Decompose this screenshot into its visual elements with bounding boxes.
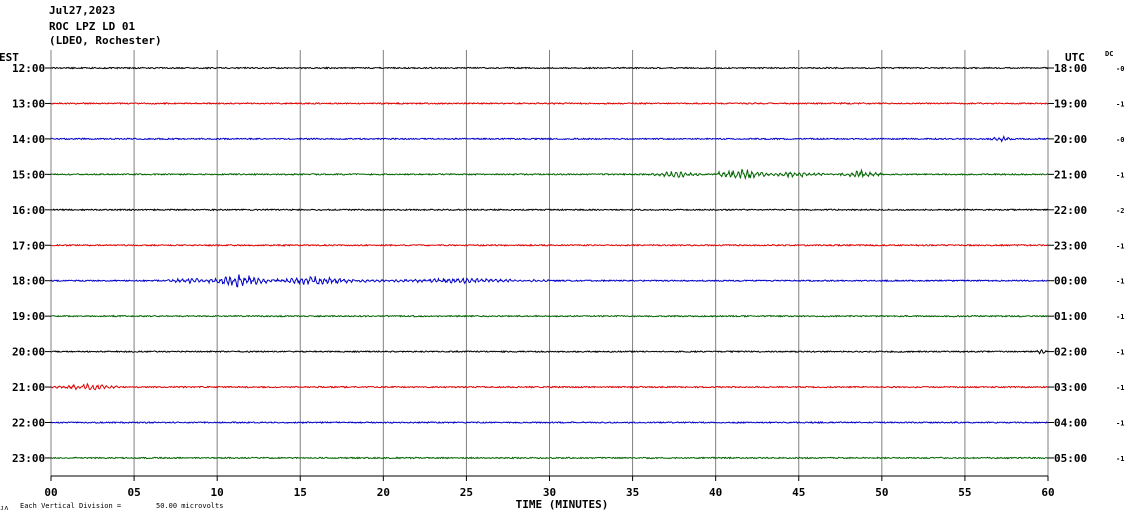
utc-time-label: 00:00	[1054, 275, 1087, 288]
seismic-trace-1300	[50, 101, 1049, 106]
network-name: (LDEO, Rochester)	[49, 34, 162, 47]
x-tick-label-05: 05	[127, 486, 140, 499]
utc-time-label: 04:00	[1054, 417, 1087, 430]
seismic-trace-2300	[50, 456, 1049, 460]
est-time-label: 17:00	[12, 239, 45, 252]
est-time-label: 16:00	[12, 204, 45, 217]
grid-lines	[45, 50, 1054, 481]
trace-group	[50, 66, 1049, 460]
seismic-trace-1600	[50, 208, 1049, 212]
x-axis-title: TIME (MINUTES)	[516, 498, 609, 511]
station-name: ROC LPZ LD 01	[49, 20, 136, 33]
utc-time-label: 23:00	[1054, 239, 1087, 252]
dc-offset-label: -1	[1116, 171, 1124, 179]
dc-offset-label: -1	[1116, 420, 1124, 428]
dc-offset-label: -2	[1116, 207, 1124, 215]
seismic-trace-1500	[50, 168, 1049, 181]
dc-offset-label: -0	[1116, 136, 1124, 144]
dc-offset-label: -1	[1116, 242, 1124, 250]
dc-offset-label: -0	[1116, 65, 1124, 73]
seismic-trace-1900	[50, 314, 1049, 318]
x-tick-label-25: 25	[460, 486, 473, 499]
seismic-trace-1700	[50, 243, 1049, 247]
est-time-label: 23:00	[12, 452, 45, 465]
est-time-label: 21:00	[12, 381, 45, 394]
est-time-label: 15:00	[12, 168, 45, 181]
est-time-label: 18:00	[12, 275, 45, 288]
utc-time-label: 01:00	[1054, 310, 1087, 323]
axis-labels: EST UTC DC TIME (MINUTES) ᴊᴧ Each Vertic…	[0, 50, 1124, 512]
dc-offset-label: -1	[1116, 278, 1124, 286]
est-time-label: 13:00	[12, 97, 45, 110]
est-axis-title: EST	[0, 51, 19, 64]
utc-time-label: 18:00	[1054, 62, 1087, 75]
est-time-label: 14:00	[12, 133, 45, 146]
seismic-trace-1400	[50, 134, 1049, 143]
dc-axis-title: DC	[1105, 50, 1113, 58]
utc-time-label: 22:00	[1054, 204, 1087, 217]
utc-axis-title: UTC	[1065, 51, 1085, 64]
seismic-trace-2000	[50, 348, 1049, 355]
x-tick-label-30: 30	[543, 486, 556, 499]
x-tick-label-15: 15	[294, 486, 307, 499]
dc-offset-label: -1	[1116, 384, 1124, 392]
seismic-trace-2100	[50, 382, 1049, 391]
utc-time-label: 20:00	[1054, 133, 1087, 146]
x-tick-label-40: 40	[709, 486, 722, 499]
est-time-label: 19:00	[12, 310, 45, 323]
utc-time-label: 21:00	[1054, 168, 1087, 181]
x-tick-label-45: 45	[792, 486, 805, 499]
seismic-trace-1200	[50, 66, 1049, 70]
dc-offset-label: -1	[1116, 100, 1124, 108]
scale-marker: ᴊᴧ	[0, 504, 8, 512]
x-tick-label-55: 55	[958, 486, 971, 499]
est-time-label: 12:00	[12, 62, 45, 75]
dc-offset-label: -1	[1116, 349, 1124, 357]
x-tick-label-50: 50	[875, 486, 888, 499]
est-time-label: 22:00	[12, 417, 45, 430]
plot-date: Jul27,2023	[49, 4, 116, 17]
seismic-trace-2200	[50, 420, 1049, 425]
scale-note-value: 50.00 microvolts	[156, 502, 223, 510]
seismic-trace-1800	[50, 274, 1049, 288]
utc-time-label: 05:00	[1054, 452, 1087, 465]
utc-time-label: 03:00	[1054, 381, 1087, 394]
est-time-label: 20:00	[12, 346, 45, 359]
scale-note-prefix: Each Vertical Division =	[20, 502, 121, 510]
x-tick-label-10: 10	[211, 486, 224, 499]
x-tick-label-60: 60	[1041, 486, 1054, 499]
x-tick-label-20: 20	[377, 486, 390, 499]
x-tick-label-00: 00	[44, 486, 57, 499]
utc-time-label: 02:00	[1054, 346, 1087, 359]
x-tick-label-35: 35	[626, 486, 639, 499]
dc-offset-label: -1	[1116, 455, 1124, 463]
utc-time-label: 19:00	[1054, 97, 1087, 110]
dc-offset-label: -1	[1116, 313, 1124, 321]
